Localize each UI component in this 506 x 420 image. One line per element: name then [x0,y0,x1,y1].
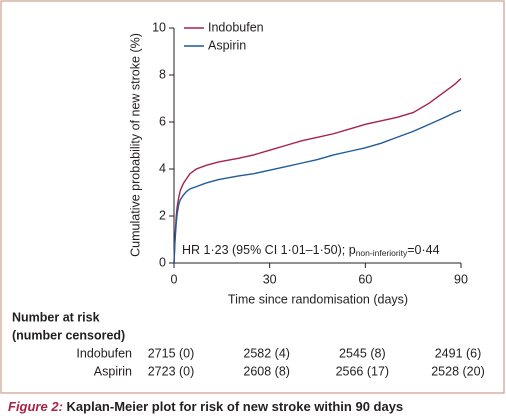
risk-title: (number censored) [12,328,125,342]
y-tick-label: 6 [159,114,166,128]
risk-value: 2582 (4) [243,346,290,360]
annotation-subscript: non-inferiority [356,248,408,258]
risk-value: 2566 (17) [336,364,390,378]
figure-frame [0,0,505,394]
risk-value: 2528 (20) [431,364,485,378]
y-tick-label: 8 [159,67,166,81]
annotation-main: HR 1·23 (95% CI 1·01–1·50); p [182,243,356,257]
risk-value: 2723 (0) [148,364,195,378]
x-tick-label: 60 [358,272,372,286]
y-tick-label: 2 [159,208,166,222]
caption-label: Figure 2: [8,399,63,414]
y-tick-label: 4 [159,161,166,175]
risk-row-label: Indobufen [76,346,132,360]
y-tick-label: 0 [159,255,166,269]
y-tick-label: 10 [152,20,166,34]
legend-label: Aspirin [208,38,246,52]
risk-title: Number at risk [12,310,100,324]
km-curve [173,78,462,264]
risk-value: 2715 (0) [148,346,195,360]
caption: Figure 2: Kaplan-Meier plot for risk of … [8,399,403,414]
risk-value: 2545 (8) [339,346,386,360]
x-axis-label: Time since randomisation (days) [228,292,408,306]
risk-value: 2608 (8) [243,364,290,378]
caption-text: Kaplan-Meier plot for risk of new stroke… [67,399,404,414]
x-tick-label: 90 [454,272,468,286]
km-curve [173,109,462,264]
x-tick-label: 0 [171,272,178,286]
risk-row-label: Aspirin [94,364,132,378]
annotation: HR 1·23 (95% CI 1·01–1·50); pnon-inferio… [182,243,440,258]
risk-value: 2491 (6) [435,346,482,360]
legend-label: Indobufen [208,20,264,34]
annotation-tail: =0·44 [407,243,439,257]
x-tick-label: 30 [263,272,277,286]
y-axis-label: Cumulative probability of new stroke (%) [128,33,142,257]
